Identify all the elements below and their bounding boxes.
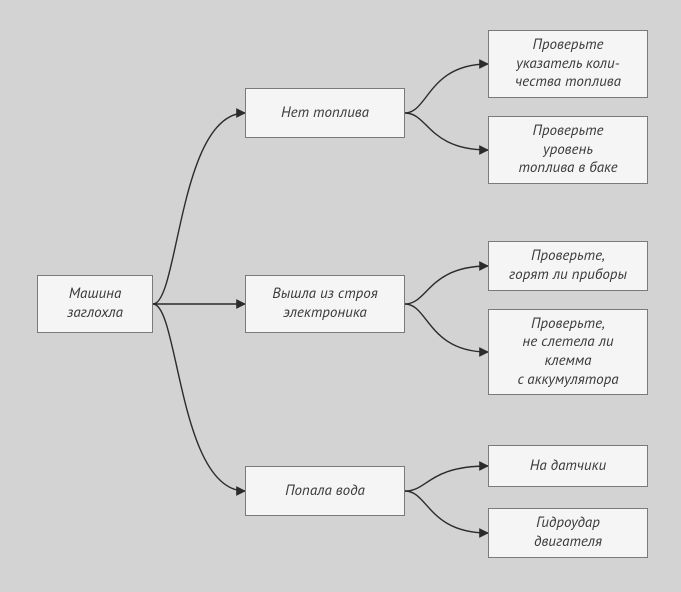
node-c6: Гидроудар двигателя [488,508,648,558]
edge-b1-c1 [405,64,488,113]
node-b2: Вышла из строя электроника [245,275,405,333]
node-c4: Проверьте, не слетела ли клемма с аккуму… [488,309,648,395]
node-c5: На датчики [488,445,648,487]
node-root: Машина заглохла [37,275,153,333]
edge-b2-c3 [405,266,488,304]
edge-root-b3 [153,304,245,491]
node-c1: Проверьте указатель коли- чества топлива [488,30,648,98]
node-c2: Проверьте уровень топлива в баке [488,116,648,184]
edge-b1-c2 [405,113,488,150]
node-b1: Нет топлива [245,88,405,138]
diagram-canvas: Машина заглохла Нет топлива Вышла из строя… [0,0,681,592]
node-b3: Попала вода [245,466,405,516]
edge-b3-c5 [405,466,488,491]
edge-b3-c6 [405,491,488,533]
edge-b2-c4 [405,304,488,352]
edge-root-b1 [153,113,245,304]
node-c3: Проверьте, горят ли приборы [488,241,648,291]
